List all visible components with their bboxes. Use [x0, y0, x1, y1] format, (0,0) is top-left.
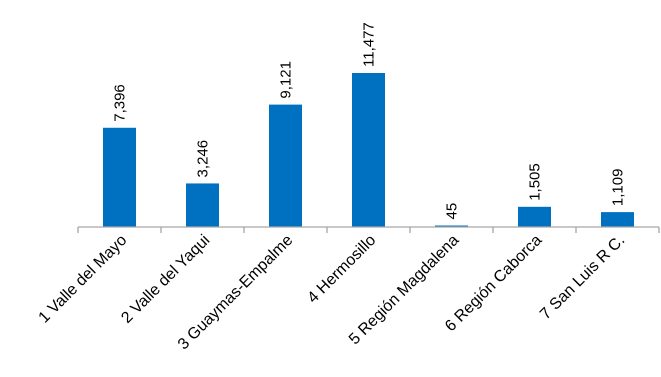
- bar: [601, 212, 634, 227]
- bar: [518, 206, 551, 227]
- data-label: 11,477: [361, 22, 378, 67]
- data-label: 3,246: [195, 140, 212, 178]
- bar: [435, 225, 468, 227]
- category-label: 4 Hermosillo: [304, 232, 379, 307]
- data-label: 1,109: [610, 169, 627, 207]
- category-label: 7 San Luis R C.: [537, 232, 628, 323]
- data-label: 7,396: [112, 84, 129, 122]
- data-label: 45: [444, 203, 461, 220]
- bar: [352, 73, 385, 227]
- data-label: 9,121: [278, 61, 295, 99]
- bar: [186, 183, 219, 227]
- data-label: 1,505: [527, 163, 544, 201]
- bar: [103, 127, 136, 227]
- category-label: 2 Valle del Yaqui: [118, 232, 213, 327]
- bar: [269, 104, 302, 227]
- category-label: 1 Valle del Mayo: [35, 232, 130, 327]
